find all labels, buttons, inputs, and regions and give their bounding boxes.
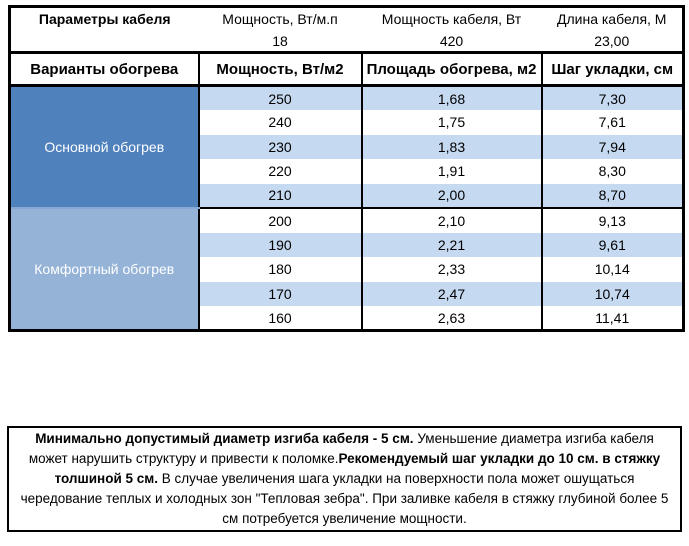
header-power-per-m2: Мощность, Вт/м2 — [197, 52, 363, 87]
cell-step: 8,70 — [540, 183, 685, 208]
cell-power: 160 — [197, 306, 363, 331]
cell-step: 7,61 — [540, 110, 685, 135]
cell-power: 240 — [197, 110, 363, 135]
cell-step: 11,41 — [540, 306, 685, 331]
cell-area: 2,63 — [360, 306, 543, 331]
note-regular-1: Уменьшение диаметра изгиба кабеля может … — [28, 431, 654, 466]
cell-area: 2,00 — [360, 183, 543, 208]
header-heating-area: Площадь обогрева, м2 — [360, 52, 543, 87]
col-label-cable-length: Длина кабеля, М — [557, 11, 667, 28]
note-regular-2: В случае увеличения шага укладки на пове… — [20, 471, 669, 526]
cell-area: 1,68 — [360, 85, 543, 110]
cell-step: 7,94 — [540, 134, 685, 159]
cell-step: 7,30 — [540, 85, 685, 110]
table-row: Комфортный обогрев 200 2,10 9,13 — [8, 207, 685, 331]
cell-area: 2,33 — [360, 257, 543, 282]
table-row: 210 2,00 8,70 — [10, 183, 685, 208]
header-laying-step: Шаг укладки, см — [540, 52, 685, 87]
cable-params-values-row: 18 420 23,00 — [9, 30, 684, 54]
cell-power: 220 — [197, 159, 363, 184]
section-label-primary-heating: Основной обогрев — [8, 85, 200, 209]
table-row: 230 1,83 7,94 — [10, 134, 685, 159]
cell-area: 2,21 — [360, 232, 543, 257]
cell-area: 1,91 — [360, 159, 543, 184]
table-row: 180 2,33 10,14 — [10, 257, 685, 282]
heating-options-header-row: Варианты обогрева Мощность, Вт/м2 Площад… — [8, 52, 685, 87]
cell-area: 1,75 — [360, 110, 543, 135]
cable-parameters-table: Параметры кабеля Мощность, Вт/м.п Мощнос… — [8, 5, 685, 332]
section-label-comfort-heating: Комфортный обогрев — [8, 208, 200, 331]
value-cable-length: 23,00 — [541, 30, 684, 54]
table-row: 220 1,91 8,30 — [10, 159, 685, 184]
cell-power: 170 — [197, 281, 363, 306]
cell-power: 180 — [197, 257, 363, 282]
cell-power: 230 — [197, 134, 363, 159]
cell-step: 9,61 — [540, 232, 685, 257]
cable-params-header-row: Параметры кабеля Мощность, Вт/м.п Мощнос… — [10, 7, 684, 31]
cell-empty — [9, 30, 199, 54]
table-row: 160 2,63 11,41 — [10, 306, 685, 331]
cell-power: 190 — [197, 232, 363, 257]
cell-step: 8,30 — [540, 159, 685, 184]
cable-params-title: Параметры кабеля — [38, 11, 171, 28]
cell-area: 2,10 — [360, 207, 543, 233]
table-row: Основной обогрев 250 1,68 7,30 — [8, 85, 685, 209]
note-bold-recommended-step: Рекомендуемый шаг укладки до 10 см. в ст… — [54, 451, 661, 486]
value-cable-power: 420 — [361, 30, 542, 54]
table-row: 170 2,47 10,74 — [10, 281, 685, 306]
cell-step: 10,14 — [540, 257, 685, 282]
cell-power: 250 — [197, 85, 363, 110]
cell-step: 9,13 — [540, 207, 685, 233]
header-heating-variants: Варианты обогрева — [8, 52, 200, 87]
note-text: Минимально допустимый диаметр изгиба каб… — [17, 429, 672, 529]
cell-area: 2,47 — [360, 281, 543, 306]
cell-area: 1,83 — [360, 134, 543, 159]
col-label-power-per-m: Мощность, Вт/м.п — [222, 11, 338, 28]
cell-power: 200 — [197, 207, 363, 233]
table-row: 190 2,21 9,61 — [10, 232, 685, 257]
cell-power: 210 — [197, 183, 363, 208]
table-row: 240 1,75 7,61 — [10, 110, 685, 135]
note-box: Минимально допустимый диаметр изгиба каб… — [7, 426, 682, 532]
note-bold-min-diameter: Минимально допустимый диаметр изгиба каб… — [35, 431, 414, 446]
cell-step: 10,74 — [540, 281, 685, 306]
col-label-cable-power: Мощность кабеля, Вт — [381, 11, 522, 28]
value-power-per-m: 18 — [198, 30, 362, 54]
